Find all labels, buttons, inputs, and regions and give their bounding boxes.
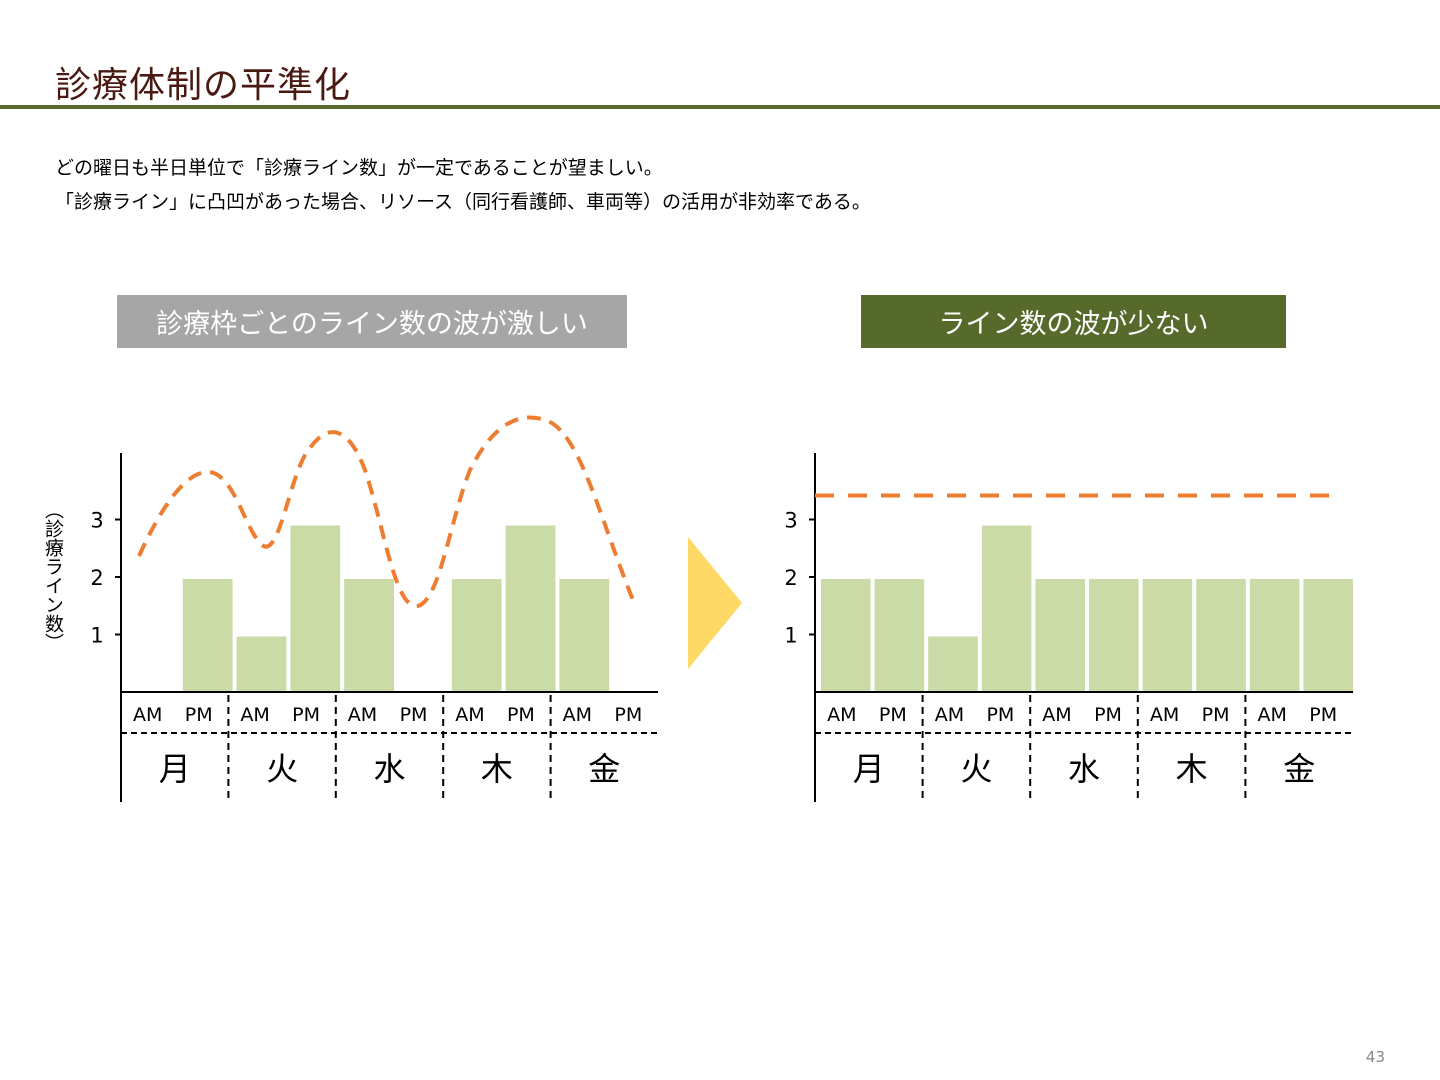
page-number: 43 (1365, 1048, 1385, 1066)
bar (1196, 579, 1246, 692)
pm-label: PM (185, 704, 213, 726)
pm-label: PM (1309, 704, 1337, 726)
day-label: 月 (159, 750, 191, 788)
bar (1035, 579, 1085, 692)
am-label: AM (1042, 704, 1071, 726)
bar (1089, 579, 1139, 692)
day-label: 水 (1068, 750, 1100, 788)
bar (928, 636, 978, 692)
right-chart-badge: ライン数の波が少ない (861, 295, 1286, 348)
y-tick-label: 2 (90, 566, 103, 590)
title-rule (0, 105, 1440, 109)
bar (874, 579, 925, 692)
day-label: 木 (1176, 750, 1208, 788)
day-label: 金 (1283, 750, 1315, 788)
y-tick-label: 1 (784, 624, 797, 648)
y-tick-label: 3 (784, 509, 797, 533)
pm-label: PM (614, 704, 642, 726)
pm-label: PM (1094, 704, 1122, 726)
day-label: 月 (853, 750, 885, 788)
pm-label: PM (1202, 704, 1230, 726)
day-label: 水 (373, 750, 405, 788)
pm-label: PM (507, 704, 535, 726)
day-label: 火 (266, 750, 298, 788)
am-label: AM (455, 704, 484, 726)
bar (290, 525, 341, 692)
page-title: 診療体制の平準化 (55, 65, 352, 106)
pm-label: PM (292, 704, 320, 726)
day-label: 金 (588, 750, 620, 788)
bar (344, 579, 394, 692)
bar (1249, 579, 1300, 692)
am-label: AM (240, 704, 269, 726)
bar (236, 636, 287, 692)
y-axis-label: （診療ライン数） (42, 500, 64, 652)
day-label: 木 (481, 750, 513, 788)
am-label: AM (133, 704, 162, 726)
pm-label: PM (879, 704, 907, 726)
y-tick-label: 1 (90, 624, 103, 648)
pm-label: PM (400, 704, 428, 726)
am-label: AM (827, 704, 856, 726)
bar (1142, 579, 1193, 692)
left-trend-wave (137, 415, 637, 609)
bar (1303, 579, 1353, 692)
arrow-icon (688, 537, 742, 669)
am-label: AM (935, 704, 964, 726)
pm-label: PM (986, 704, 1014, 726)
description-line-1: どの曜日も半日単位で「診療ライン数」が一定であることが望ましい。 (55, 157, 663, 179)
am-label: AM (348, 704, 377, 726)
y-tick-label: 2 (784, 566, 797, 590)
description-line-2: 「診療ライン」に凸凹があった場合、リソース（同行看護師、車両等）の活用が非効率で… (55, 191, 871, 213)
bar (505, 525, 556, 692)
bar (821, 579, 871, 692)
bar (182, 579, 233, 692)
day-label: 火 (960, 750, 992, 788)
bar (559, 579, 610, 692)
bar (451, 579, 502, 692)
y-tick-label: 3 (90, 509, 103, 533)
am-label: AM (563, 704, 592, 726)
left-chart-badge: 診療枠ごとのライン数の波が激しい (117, 295, 627, 348)
am-label: AM (1258, 704, 1287, 726)
am-label: AM (1150, 704, 1179, 726)
bar (981, 525, 1032, 692)
